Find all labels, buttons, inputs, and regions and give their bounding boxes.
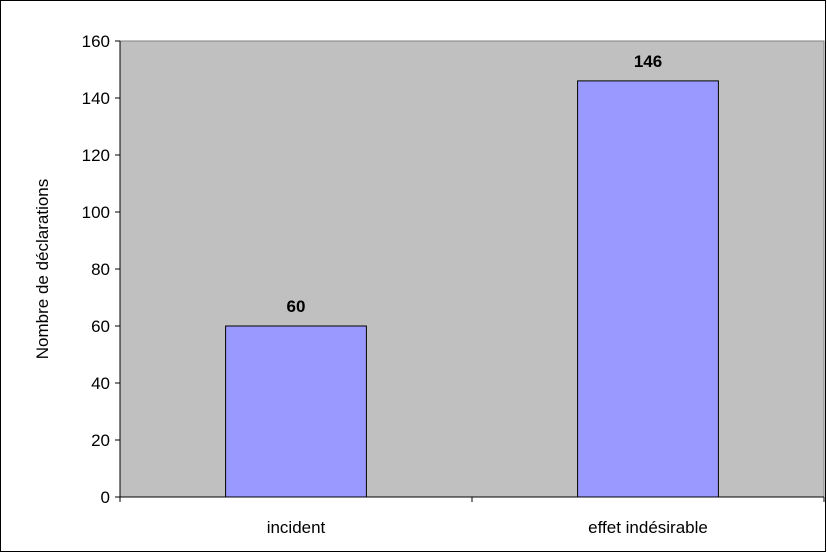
y-axis-title: Nombre de déclarations: [33, 179, 52, 359]
y-tick-label: 20: [91, 431, 110, 450]
y-axis-ticks: 0 20 40 60 80 100 120 140 160: [82, 32, 120, 507]
y-tick-label: 160: [82, 32, 110, 51]
y-tick-label: 120: [82, 146, 110, 165]
y-tick-label: 140: [82, 89, 110, 108]
data-labels: 60 146: [287, 52, 663, 316]
bar: [225, 325, 367, 498]
bar-value-label: 146: [634, 52, 662, 71]
y-tick-label: 60: [91, 317, 110, 336]
x-category-label: effet indésirable: [588, 518, 708, 537]
y-tick-label: 100: [82, 203, 110, 222]
y-tick-label: 0: [101, 488, 110, 507]
x-category-label: incident: [267, 518, 326, 537]
x-axis-ticks: incident effet indésirable: [119, 497, 825, 537]
bars: [225, 80, 719, 498]
y-tick-label: 40: [91, 374, 110, 393]
bar-value-label: 60: [287, 297, 306, 316]
y-tick-label: 80: [91, 260, 110, 279]
bar: [577, 80, 719, 498]
